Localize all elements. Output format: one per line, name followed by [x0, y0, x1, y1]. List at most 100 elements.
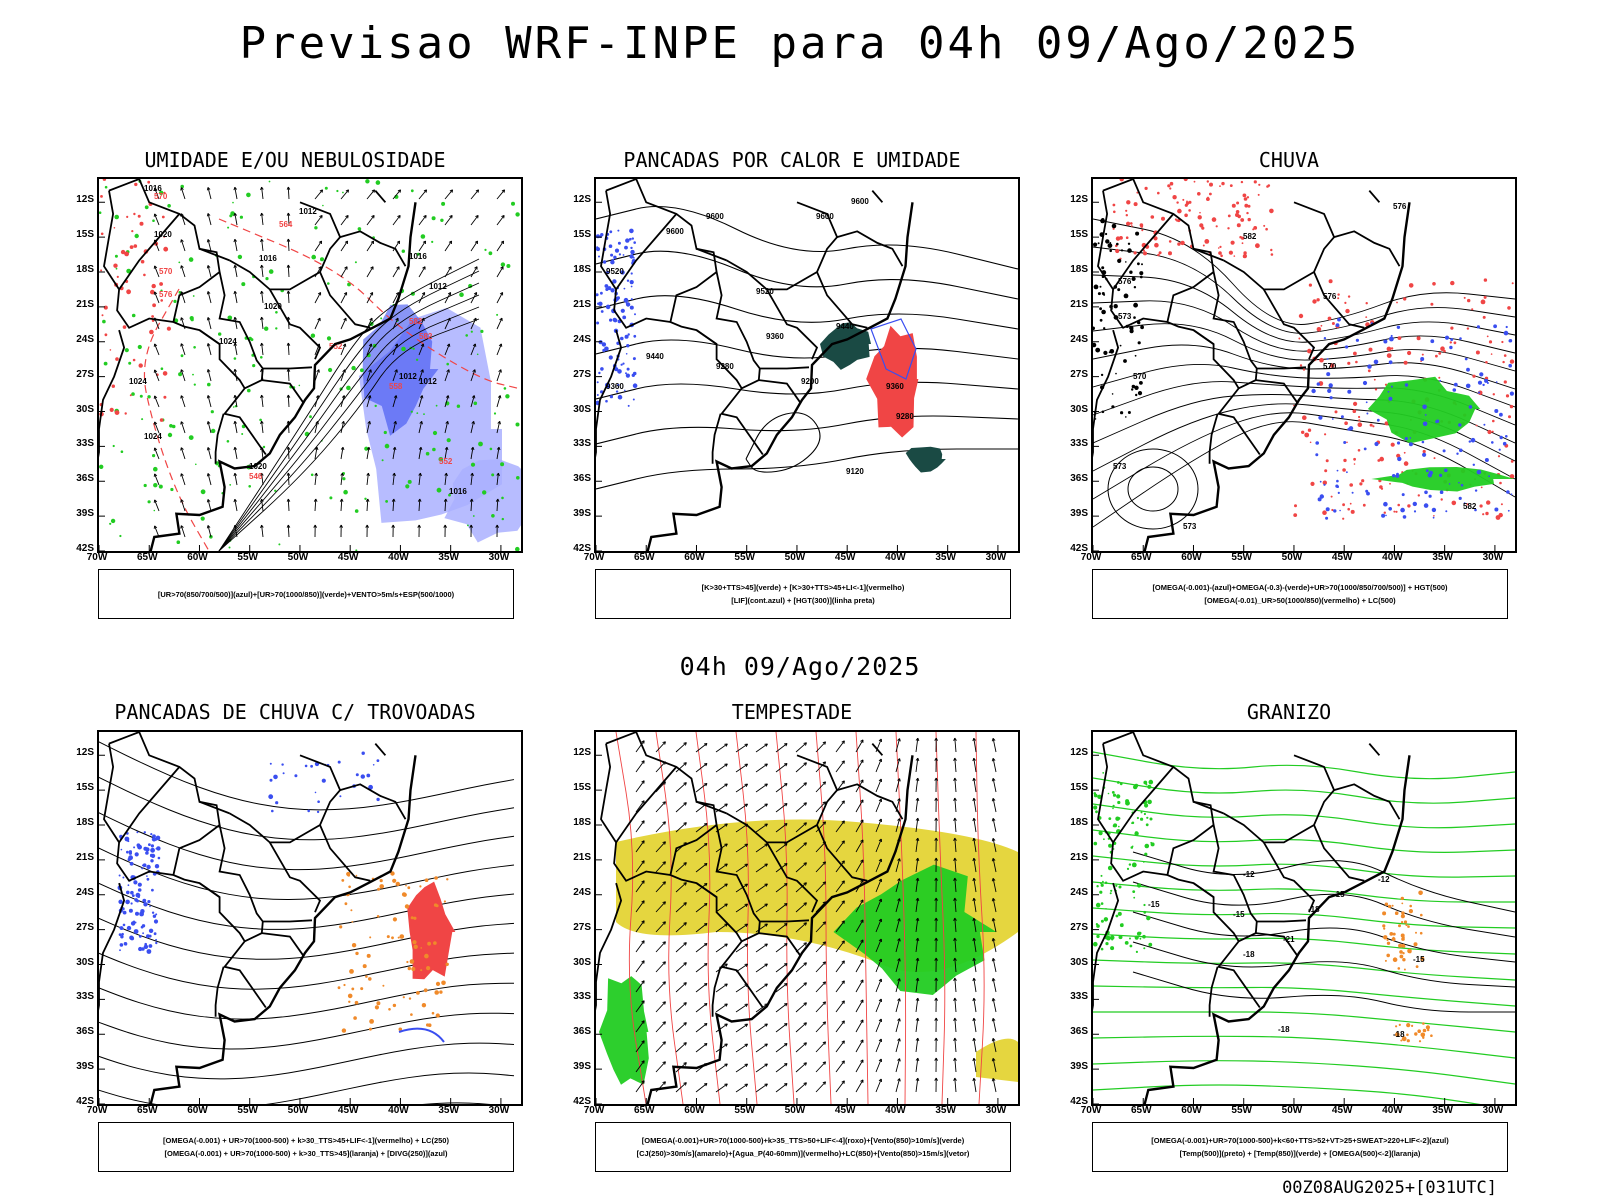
wind-arrowhead — [473, 317, 477, 322]
political-border — [696, 800, 727, 815]
wind-arrowhead — [369, 292, 374, 296]
field-speck — [376, 1001, 381, 1006]
wind-vector — [775, 963, 788, 973]
wind-arrowhead — [233, 290, 238, 295]
geopotential-500hpa — [1093, 274, 1515, 343]
field-speck — [1458, 423, 1462, 427]
field-speck — [1146, 916, 1150, 921]
field-speck — [1336, 479, 1339, 483]
field-speck — [1407, 350, 1412, 356]
wind-vector — [675, 922, 687, 933]
field-speck — [120, 249, 126, 255]
wind-vector — [234, 317, 238, 330]
field-speck — [1422, 1022, 1425, 1025]
wind-field — [153, 186, 506, 538]
field-speck — [634, 313, 636, 316]
field-speck — [1143, 903, 1146, 907]
wind-vector — [154, 369, 160, 382]
political-border — [118, 766, 181, 843]
wind-vector — [675, 762, 687, 773]
field-speck — [411, 966, 416, 972]
field-speck — [1157, 191, 1160, 195]
field-speck — [1100, 947, 1104, 951]
wind-arrowhead — [206, 265, 211, 269]
field-speck — [275, 801, 279, 805]
wind-arrowhead — [897, 898, 901, 902]
field-speck — [1137, 391, 1143, 396]
field-speck — [1373, 378, 1376, 381]
wind-vector — [675, 742, 687, 753]
wind-vector — [207, 421, 212, 434]
field-speck — [1130, 225, 1133, 227]
east-coastline — [1143, 202, 1411, 551]
temp-500-contour — [1132, 851, 1515, 913]
wind-vector — [815, 1021, 826, 1033]
field-speck — [1468, 405, 1473, 409]
political-border — [339, 230, 407, 267]
field-speck — [160, 367, 164, 370]
field-speck — [1139, 275, 1143, 279]
omega-orange — [1382, 890, 1425, 971]
wind-arrowhead — [822, 821, 827, 825]
wind-vector — [775, 743, 788, 753]
wind-arrowhead — [683, 962, 687, 966]
political-border — [871, 743, 884, 756]
field-speck — [1395, 510, 1398, 513]
field-speck — [1483, 423, 1486, 426]
political-border — [1313, 271, 1365, 329]
wind-arrowhead — [345, 214, 349, 219]
wind-arrowhead — [841, 1020, 845, 1024]
wind-vector — [715, 1083, 728, 1093]
field-speck — [227, 315, 233, 321]
field-speck — [1349, 483, 1353, 487]
field-speck — [1145, 783, 1148, 786]
field-speck — [147, 500, 151, 504]
wind-vector — [915, 958, 919, 973]
wind-arrowhead — [180, 343, 184, 347]
wind-vector — [635, 880, 645, 893]
field-speck — [1101, 410, 1105, 414]
field-speck — [609, 395, 613, 399]
wind-vector — [655, 861, 666, 873]
field-speck — [1413, 942, 1418, 947]
field-speck — [446, 878, 449, 881]
field-speck — [1478, 391, 1481, 394]
field-speck — [420, 969, 423, 972]
isobar-label: 1016 — [144, 184, 162, 193]
field-speck — [1357, 449, 1361, 452]
wind-vector — [954, 997, 957, 1013]
wind-vector — [207, 343, 212, 356]
east-coastline — [646, 755, 914, 1104]
wind-arrowhead — [991, 878, 996, 882]
wind-vector — [775, 1063, 788, 1073]
streamline — [99, 741, 515, 811]
field-speck — [1169, 181, 1174, 186]
field-speck — [1384, 902, 1389, 906]
field-speck — [1125, 209, 1128, 212]
political-border — [374, 190, 387, 203]
wind-arrowhead — [897, 878, 901, 882]
wind-vector — [755, 783, 768, 793]
field-speck — [1392, 474, 1396, 478]
lat-tick-label: 30S — [573, 956, 591, 968]
field-speck — [1218, 251, 1222, 255]
field-speck — [1143, 861, 1145, 863]
wind-arrowhead — [319, 214, 323, 219]
field-speck — [1095, 810, 1098, 814]
political-border — [339, 783, 407, 820]
field-speck — [1335, 484, 1339, 488]
wind-arrowhead — [860, 1039, 864, 1043]
lc-850-contour — [775, 732, 795, 1104]
field-speck — [1485, 361, 1488, 364]
wind-vector — [915, 818, 919, 833]
field-speck — [1384, 421, 1389, 426]
lat-tick-label: 12S — [573, 194, 591, 206]
field-speck — [402, 996, 405, 999]
thickness-label: 582 — [419, 332, 433, 341]
field-speck — [432, 430, 438, 436]
wind-arrowhead — [972, 977, 976, 982]
wind-arrowhead — [972, 937, 976, 942]
wind-arrowhead — [724, 1063, 728, 1067]
wind-vector — [915, 858, 919, 873]
geography-layer — [1093, 179, 1411, 551]
